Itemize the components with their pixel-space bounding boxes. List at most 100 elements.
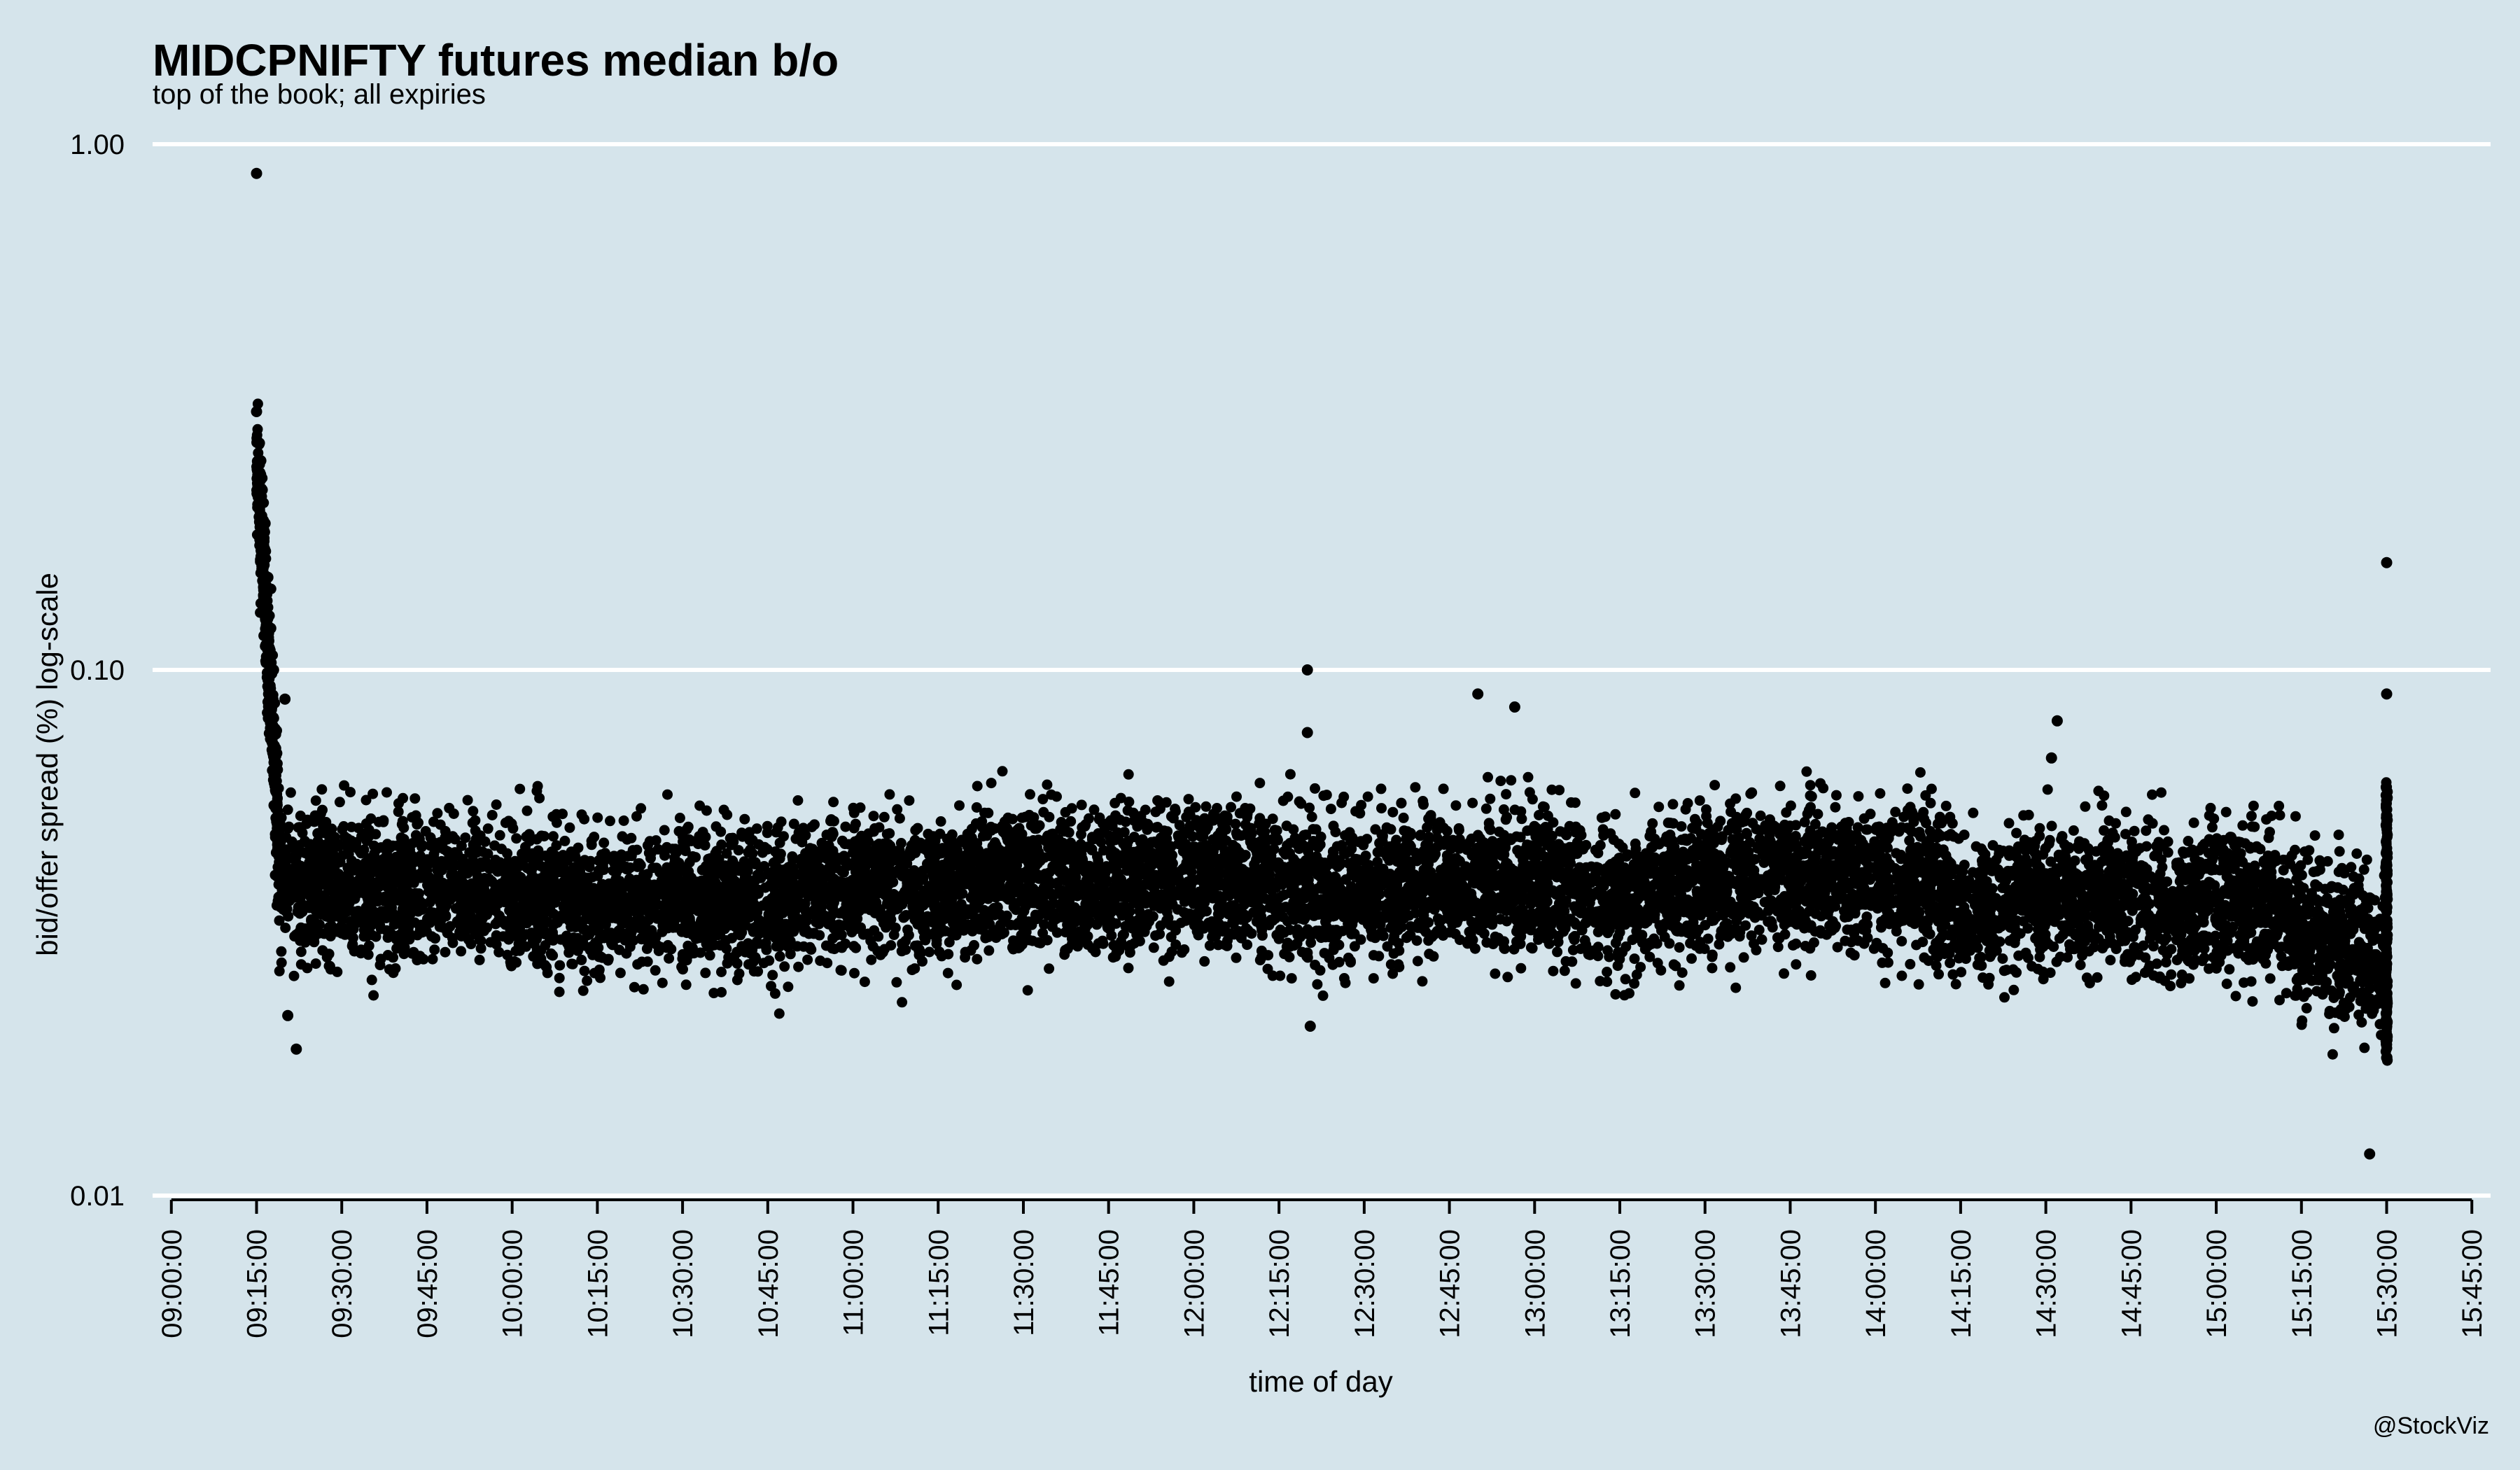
data-point: [2156, 787, 2166, 798]
data-point: [2361, 854, 2372, 865]
data-point: [2239, 977, 2249, 988]
data-point: [468, 806, 479, 817]
data-point: [2358, 864, 2370, 875]
data-point: [1176, 947, 1187, 958]
data-point: [1647, 818, 1658, 829]
data-point: [983, 945, 995, 956]
data-point: [339, 780, 350, 791]
data-point: [1830, 802, 1841, 813]
data-point: [363, 940, 374, 951]
data-point: [1516, 962, 1527, 974]
data-point: [547, 831, 559, 842]
data-point: [972, 780, 983, 792]
data-point: [1896, 970, 1907, 981]
data-point: [1376, 783, 1387, 794]
data-point: [410, 793, 421, 804]
data-point: [1725, 962, 1736, 973]
data-point: [1849, 950, 1860, 961]
data-point: [1368, 973, 1379, 984]
data-point: [2088, 941, 2099, 953]
data-point: [2011, 827, 2022, 839]
data-point: [894, 813, 905, 824]
data-point: [360, 794, 372, 806]
data-point: [1924, 825, 1935, 836]
data-point: [1931, 960, 1942, 971]
data-point: [716, 967, 727, 977]
data-point: [951, 979, 962, 990]
data-point: [2224, 964, 2235, 975]
data-point: [1022, 985, 1033, 996]
data-point: [1025, 789, 1035, 800]
data-point: [1387, 806, 1399, 818]
data-point: [1882, 842, 1893, 853]
data-point: [774, 951, 785, 962]
data-point: [1432, 913, 1443, 924]
data-point: [779, 961, 790, 972]
data-point: [716, 987, 727, 997]
data-point: [1630, 788, 1641, 799]
data-point: [2281, 988, 2292, 999]
data-point: [904, 795, 915, 806]
data-point: [1321, 790, 1332, 801]
data-point: [2127, 974, 2137, 986]
data-point: [1163, 951, 1175, 962]
data-point: [1362, 791, 1373, 802]
data-point: [345, 787, 356, 798]
data-point: [1453, 825, 1464, 836]
data-point: [997, 766, 1008, 777]
data-point: [2296, 1019, 2307, 1030]
chart-subtitle: top of the book; all expiries: [153, 79, 486, 110]
data-point: [1830, 920, 1841, 932]
data-point: [1500, 814, 1511, 825]
data-point: [1183, 794, 1194, 805]
data-point: [802, 954, 813, 965]
data-point: [578, 985, 589, 996]
data-point: [1627, 934, 1638, 946]
data-point: [2292, 983, 2303, 995]
data-point: [1123, 769, 1134, 780]
data-point: [2346, 862, 2357, 873]
data-point: [2099, 790, 2110, 802]
data-point: [1231, 952, 1242, 963]
data-point: [1914, 767, 1926, 778]
data-point: [294, 908, 305, 919]
data-point: [1756, 934, 1768, 945]
data-point: [1604, 860, 1616, 871]
data-point: [1148, 942, 1159, 953]
data-point: [1412, 955, 1423, 967]
data-point: [792, 795, 804, 806]
data-point: [2188, 817, 2199, 828]
data-point: [598, 837, 610, 848]
data-point: [1646, 826, 1657, 837]
data-point: [2353, 1009, 2365, 1021]
data-point: [1999, 992, 2010, 1003]
data-point: [1791, 959, 1802, 970]
data-point: [943, 948, 954, 960]
data-point: [1166, 932, 1177, 943]
data-point: [840, 821, 851, 832]
data-point: [1913, 979, 1924, 990]
data-point: [721, 848, 732, 859]
data-point: [1801, 766, 1812, 777]
data-point: [734, 968, 745, 979]
data-point: [809, 819, 820, 830]
data-point: [680, 979, 692, 990]
data-point: [2099, 825, 2110, 836]
data-point: [1902, 783, 1913, 794]
data-point: [700, 967, 711, 979]
data-point: [2274, 810, 2286, 821]
data-point: [582, 975, 593, 986]
data-point: [494, 830, 505, 841]
data-point: [2264, 827, 2275, 838]
data-point: [2068, 825, 2079, 836]
data-point: [1805, 780, 1816, 791]
data-point: [617, 831, 628, 842]
data-point: [334, 797, 345, 808]
data-point: [1945, 958, 1956, 969]
data-point: [2327, 1049, 2338, 1060]
data-point: [2056, 834, 2067, 845]
data-point: [1707, 962, 1718, 974]
data-point: [664, 953, 675, 964]
data-point: [1396, 798, 1407, 808]
